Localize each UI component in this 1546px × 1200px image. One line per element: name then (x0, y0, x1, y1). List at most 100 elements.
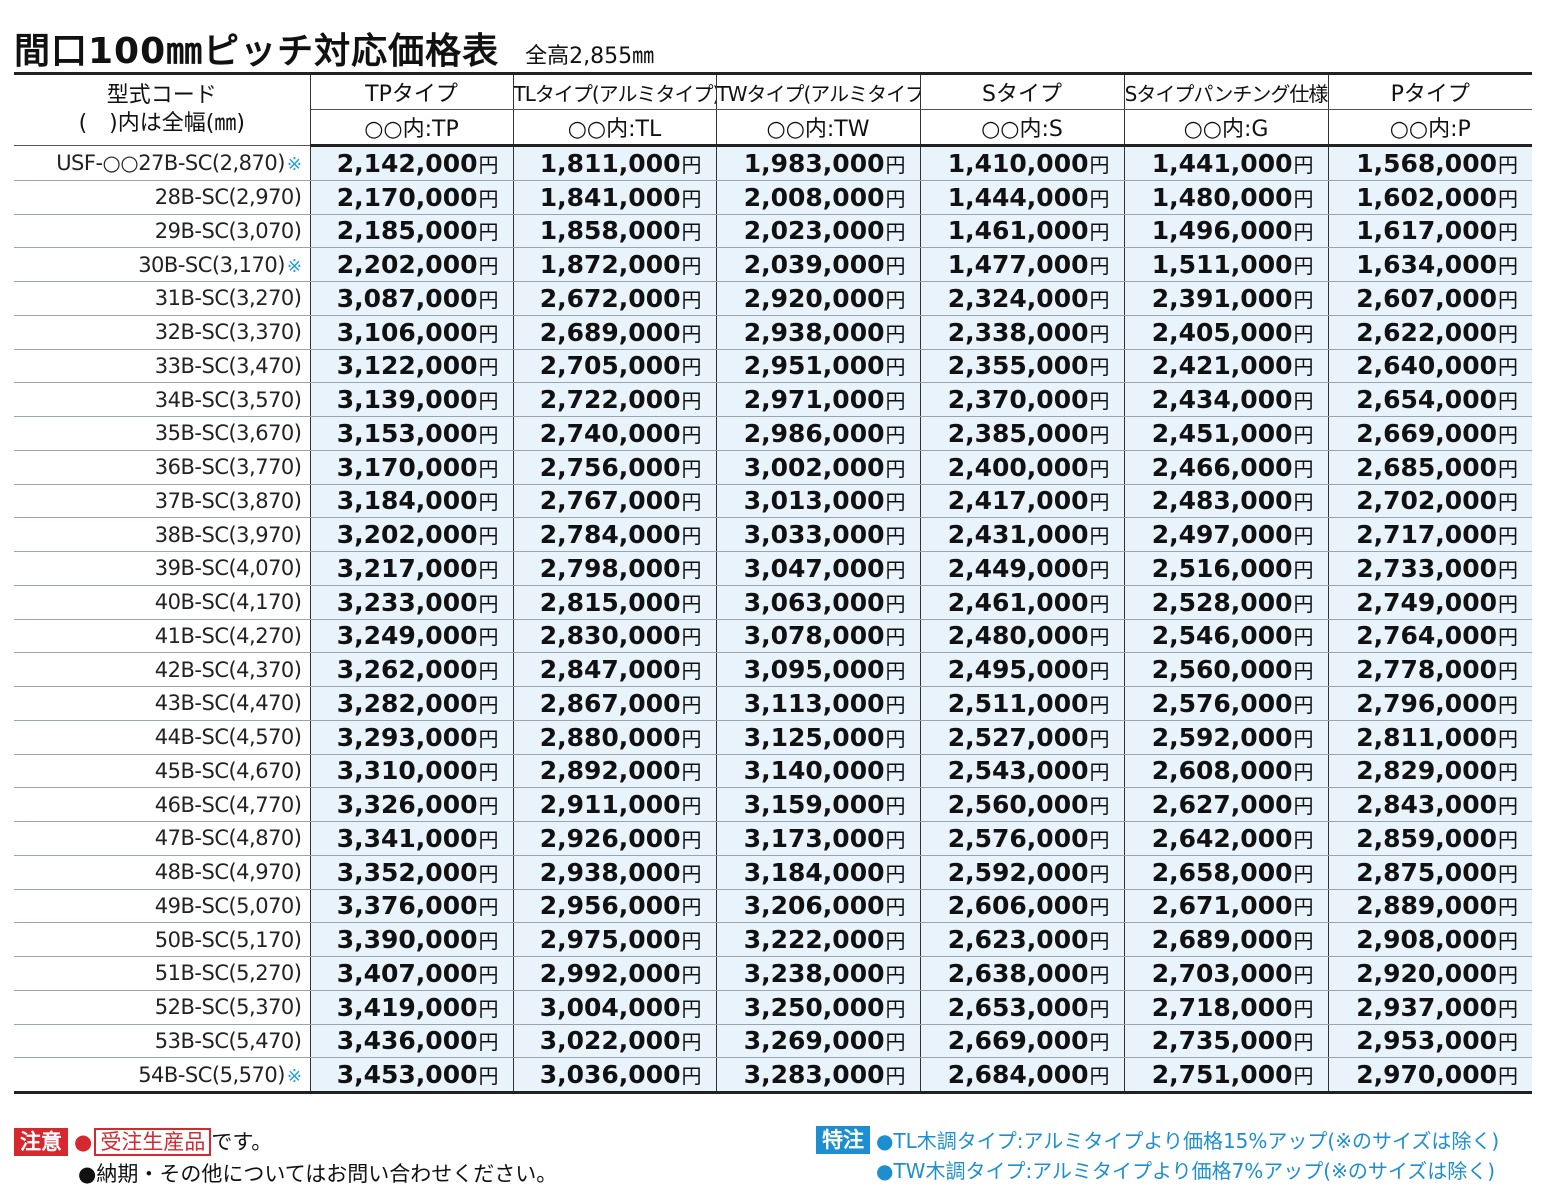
price-cell: 3,002,000円 (715, 450, 920, 485)
yen-unit: 円 (885, 659, 906, 684)
yen-unit: 円 (1089, 827, 1110, 852)
model-code: 54B-SC(5,570) (138, 1062, 285, 1087)
yen-unit: 円 (1089, 186, 1110, 211)
model-code: 43B-SC(4,470) (154, 691, 302, 716)
yen-unit: 円 (1089, 625, 1110, 650)
price-value: 2,875,000 (1356, 857, 1497, 887)
price-cell: 3,139,000円 (309, 382, 513, 417)
yen-unit: 円 (885, 524, 906, 549)
price-cell: 2,951,000円 (715, 349, 920, 384)
price-cell: 2,938,000円 (715, 315, 920, 350)
price-cell: 3,078,000円 (715, 619, 920, 654)
yen-unit: 円 (1293, 827, 1314, 852)
col-header-tp: TPタイプ (309, 72, 513, 110)
price-cell: 2,170,000円 (309, 180, 513, 215)
price-cell: 2,815,000円 (512, 585, 716, 620)
price-cell: 2,039,000円 (715, 247, 920, 282)
price-value: 3,002,000 (743, 452, 885, 482)
price-cell: 2,592,000円 (1123, 720, 1328, 755)
price-value: 2,740,000 (539, 418, 681, 448)
price-value: 1,568,000 (1356, 148, 1497, 178)
price-cell: 2,867,000円 (512, 686, 716, 721)
price-cell: 2,142,000円 (309, 145, 513, 181)
price-cell: 2,672,000円 (512, 281, 716, 316)
price-value: 3,159,000 (743, 790, 885, 820)
price-cell: 1,511,000円 (1123, 247, 1328, 282)
model-code: 45B-SC(4,670) (154, 758, 302, 783)
yen-unit: 円 (885, 287, 906, 312)
model-code: 52B-SC(5,370) (154, 995, 302, 1020)
model-code-cell: 34B-SC(3,570) (14, 382, 310, 417)
yen-unit: 円 (1293, 1064, 1314, 1089)
col-code-tw: ○○内:TW (715, 109, 920, 147)
price-value: 2,859,000 (1356, 823, 1497, 853)
price-value: 3,063,000 (743, 587, 885, 617)
price-cell: 3,390,000円 (309, 922, 513, 957)
yen-unit: 円 (478, 355, 499, 380)
price-value: 3,390,000 (336, 925, 478, 955)
price-value: 2,843,000 (1356, 790, 1497, 820)
price-value: 2,938,000 (743, 317, 885, 347)
price-value: 2,970,000 (1356, 1060, 1497, 1090)
price-cell: 2,607,000円 (1327, 281, 1532, 316)
price-cell: 3,113,000円 (715, 686, 920, 721)
table-row: 50B-SC(5,170) 3,390,000円 2,975,000円 3,222,0… (14, 922, 1532, 957)
yen-unit: 円 (681, 422, 702, 447)
model-code: 35B-SC(3,670) (154, 421, 302, 446)
table-row: 49B-SC(5,070) 3,376,000円 2,956,000円 3,206,0… (14, 889, 1532, 924)
price-cell: 3,233,000円 (309, 585, 513, 620)
price-cell: 2,324,000円 (919, 281, 1124, 316)
price-value: 1,410,000 (947, 148, 1089, 178)
price-cell: 3,282,000円 (309, 686, 513, 721)
price-table-body: USF-○○27B-SC(2,870) ※ 2,142,000円 1,811,000円… (14, 145, 1532, 1094)
yen-unit: 円 (885, 861, 906, 886)
price-value: 2,767,000 (539, 486, 681, 516)
model-code-cell: 41B-SC(4,270) (14, 619, 310, 654)
yen-unit: 円 (478, 152, 499, 177)
price-cell: 2,527,000円 (919, 720, 1124, 755)
price-value: 3,206,000 (743, 891, 885, 921)
price-value: 2,391,000 (1151, 283, 1293, 313)
table-row: 44B-SC(4,570) 3,293,000円 2,880,000円 3,125,0… (14, 720, 1532, 755)
yen-unit: 円 (478, 220, 499, 245)
price-value: 3,139,000 (336, 385, 478, 415)
yen-unit: 円 (1089, 422, 1110, 447)
price-value: 2,784,000 (539, 520, 681, 550)
yen-unit: 円 (681, 1030, 702, 1055)
price-cell: 2,767,000円 (512, 484, 716, 519)
yen-unit: 円 (1293, 760, 1314, 785)
price-value: 2,576,000 (1151, 688, 1293, 718)
model-code-cell: 46B-SC(4,770) (14, 787, 310, 822)
yen-unit: 円 (1293, 996, 1314, 1021)
price-value: 3,436,000 (336, 1026, 478, 1056)
yen-unit: 円 (681, 254, 702, 279)
yen-unit: 円 (478, 659, 499, 684)
yen-unit: 円 (478, 794, 499, 819)
price-value: 2,867,000 (539, 688, 681, 718)
yen-unit: 円 (478, 726, 499, 751)
yen-unit: 円 (885, 760, 906, 785)
yen-unit: 円 (1498, 726, 1518, 751)
yen-unit: 円 (681, 895, 702, 920)
yen-unit: 円 (1293, 861, 1314, 886)
table-row: 45B-SC(4,670) 3,310,000円 2,892,000円 3,140,0… (14, 754, 1532, 789)
yen-unit: 円 (478, 389, 499, 414)
price-value: 2,527,000 (947, 722, 1089, 752)
price-value: 2,911,000 (539, 790, 681, 820)
price-cell: 2,811,000円 (1327, 720, 1532, 755)
yen-unit: 円 (478, 692, 499, 717)
model-code: 41B-SC(4,270) (154, 623, 302, 648)
price-value: 2,640,000 (1356, 351, 1497, 381)
price-cell: 2,023,000円 (715, 214, 920, 249)
table-row: 54B-SC(5,570) ※ 3,453,000円 3,036,000円 3,283,… (14, 1057, 1532, 1094)
price-value: 2,421,000 (1151, 351, 1293, 381)
yen-unit: 円 (885, 321, 906, 346)
yen-unit: 円 (1089, 152, 1110, 177)
price-cell: 1,461,000円 (919, 214, 1124, 249)
yen-unit: 円 (1089, 861, 1110, 886)
page-subtitle: 全高2,855㎜ (525, 44, 655, 69)
special-note-tw: ●TW木調タイプ:アルミタイプより価格7%アップ(※のサイズは除く) (876, 1159, 1496, 1183)
yen-unit: 円 (885, 220, 906, 245)
yen-unit: 円 (1089, 456, 1110, 481)
price-cell: 1,634,000円 (1327, 247, 1532, 282)
